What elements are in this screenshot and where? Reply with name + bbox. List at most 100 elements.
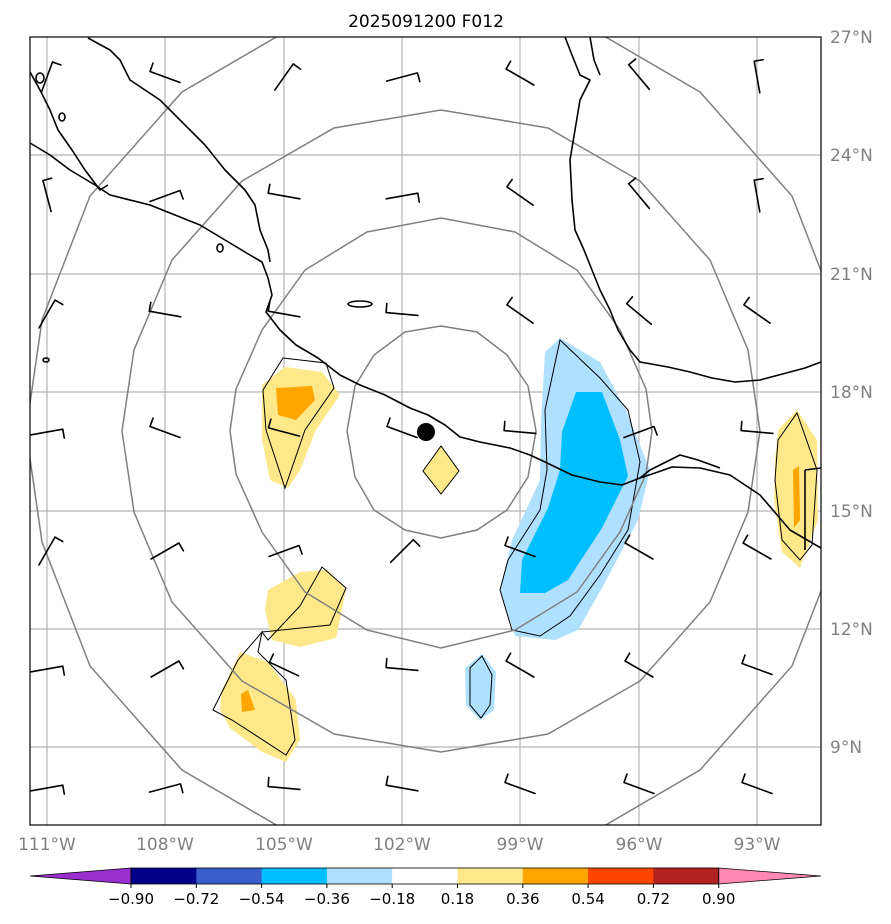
latitude-labels: 27°N 24°N 21°N 18°N 15°N 12°N 9°N: [830, 28, 873, 758]
colorbar-extend-max: [718, 867, 822, 885]
wind-barb: [740, 420, 774, 435]
wind-barbs: [30, 58, 774, 795]
wind-barb: [385, 657, 419, 672]
longitude-labels: 111°W 108°W 105°W 102°W 99°W 96°W 93°W: [18, 835, 781, 855]
wind-barb: [506, 296, 534, 324]
colorbar-segment: [196, 868, 263, 884]
lat-label: 18°N: [830, 383, 873, 403]
wind-barb: [385, 302, 419, 317]
wind-barb: [267, 776, 301, 791]
colorbar-segment: [326, 868, 393, 884]
wind-barb: [267, 183, 301, 200]
wind-barb: [389, 538, 421, 564]
colorbar-tick-label: −0.90: [108, 890, 154, 908]
wind-barb: [504, 773, 536, 795]
positive-field-west: [262, 357, 340, 490]
wind-barb: [753, 58, 764, 94]
colorbar-tick-label: 0.54: [571, 890, 604, 908]
colorbar-tick-label: −0.36: [304, 890, 350, 908]
lat-label: 9°N: [830, 738, 862, 758]
lon-label: 108°W: [136, 835, 194, 855]
negative-field-small: [465, 654, 496, 720]
wind-barb: [503, 420, 537, 435]
wind-barb: [743, 296, 771, 324]
wind-barb: [623, 773, 655, 795]
wind-barb: [623, 425, 658, 439]
colorbar-tick-label: −0.72: [173, 890, 219, 908]
wind-barb: [625, 296, 653, 326]
wind-barb: [505, 652, 535, 678]
positive-field-center: [422, 445, 460, 495]
lat-label: 27°N: [830, 28, 873, 48]
wind-barb: [148, 301, 182, 318]
colorbar-segment: [457, 868, 524, 884]
colorbar-segment: [653, 868, 720, 884]
lon-label: 105°W: [255, 835, 313, 855]
colorbar-tick-label: 0.90: [702, 890, 735, 908]
lat-label: 15°N: [830, 502, 873, 522]
figure-title: 2025091200 F012: [348, 12, 504, 32]
lon-label: 93°W: [734, 835, 781, 855]
wind-barb: [742, 534, 772, 560]
colorbar-tick-label: −0.18: [369, 890, 415, 908]
wind-barb: [753, 177, 764, 213]
wind-barb: [741, 654, 773, 676]
coastlines: [30, 37, 821, 550]
wind-barb: [30, 784, 66, 795]
wind-barb: [624, 652, 654, 678]
colorbar-tick-label: 0.36: [506, 890, 539, 908]
wind-barb: [148, 783, 184, 794]
storm-center-marker: [417, 423, 435, 441]
positive-field-east: [774, 410, 818, 568]
wind-barb: [267, 418, 301, 437]
map-layers: [30, 37, 821, 825]
lon-label: 102°W: [373, 835, 431, 855]
wind-barb: [385, 775, 419, 792]
lon-label: 96°W: [616, 835, 663, 855]
wind-barb: [149, 62, 181, 84]
lat-label: 24°N: [830, 146, 873, 166]
wind-barb: [386, 417, 418, 439]
wind-barb: [149, 417, 181, 439]
wind-barb: [150, 660, 185, 678]
lat-label: 21°N: [830, 265, 873, 285]
wind-barb: [40, 61, 62, 93]
wind-barb: [149, 189, 184, 203]
graticule: [30, 37, 821, 825]
wind-barb: [506, 178, 534, 206]
colorbar-tick-label: −0.54: [239, 890, 285, 908]
wind-barb: [274, 63, 302, 91]
lat-label: 12°N: [830, 620, 873, 640]
wind-barb: [627, 58, 651, 91]
range-rings: [30, 37, 821, 825]
wind-barb: [42, 177, 53, 213]
wind-barb: [268, 544, 303, 558]
colorbar-segment: [131, 868, 197, 884]
map-frame: [29, 36, 822, 826]
wind-barb: [150, 542, 185, 560]
wind-barb: [627, 177, 651, 210]
colorbar: −0.90 −0.72 −0.54 −0.36 −0.18 0.18 0.36 0.54 0.7…: [29, 867, 822, 908]
colorbar-frame: [130, 867, 720, 885]
colorbar-tick-label: 0.72: [637, 890, 670, 908]
lon-label: 99°W: [497, 835, 544, 855]
wind-barb: [505, 60, 535, 86]
wind-barb: [741, 773, 773, 795]
wind-barb: [38, 536, 64, 566]
lon-label: 111°W: [18, 835, 76, 855]
wind-barb: [385, 192, 421, 203]
colorbar-tick-label: 0.18: [441, 890, 474, 908]
wind-barb: [30, 665, 66, 676]
colorbar-extend-min: [29, 867, 132, 885]
wind-barb: [268, 653, 300, 677]
wind-barb: [385, 72, 421, 83]
colorbar-segment: [522, 868, 589, 884]
wind-barb: [38, 299, 64, 329]
wind-barb: [624, 534, 654, 560]
colorbar-segment: [392, 868, 458, 884]
wind-barb: [30, 428, 66, 439]
negative-field-main: [499, 338, 650, 640]
wind-barb: [504, 536, 536, 558]
colorbar-segment: [588, 868, 654, 884]
